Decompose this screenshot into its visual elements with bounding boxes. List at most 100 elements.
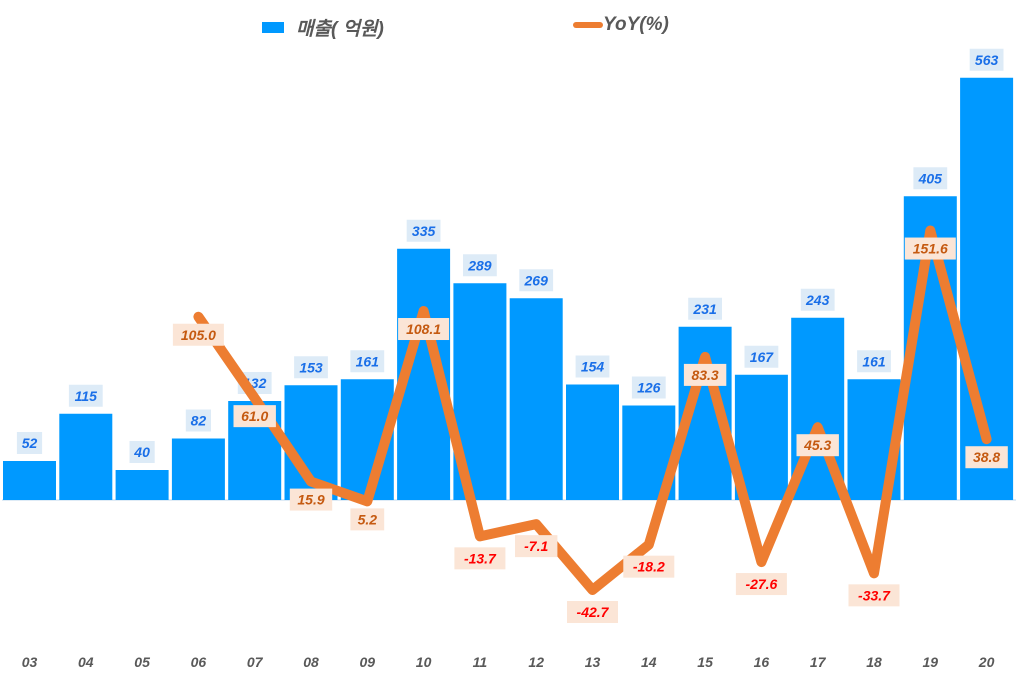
yoy-label-15: 83.3 [683,363,727,386]
yoy-line [193,225,992,595]
bar-series [3,77,1014,500]
x-tick-16: 16 [754,654,770,670]
legend-line-swatch [573,22,603,28]
line-data-labels: 105.0 61.0 15.9 5.2 108.1 -13.7 -7.1 -42.7 -18.2… [172,237,1008,623]
x-tick-10: 10 [416,654,432,670]
yoy-label-12: -7.1 [515,535,558,558]
svg-text:38.8: 38.8 [973,449,1000,465]
svg-text:-42.7: -42.7 [577,604,610,620]
svg-text:61.0: 61.0 [241,408,268,424]
svg-text:-27.6: -27.6 [745,576,777,592]
bar-label-05: 40 [129,441,155,463]
legend-item-revenue: 매출( 억원) [262,14,384,41]
yoy-label-08: 15.9 [289,488,333,511]
bar-label-18: 161 [857,350,891,373]
svg-text:167: 167 [750,349,775,365]
x-tick-03: 03 [22,654,38,670]
bar-label-09: 161 [350,350,385,373]
bar-13 [566,384,619,500]
yoy-label-07: 61.0 [233,405,276,428]
svg-text:335: 335 [412,223,436,239]
svg-text:563: 563 [975,52,999,68]
x-tick-14: 14 [641,654,657,670]
bar-label-08: 153 [294,356,328,379]
svg-text:-7.1: -7.1 [524,538,548,554]
bar-label-03: 52 [16,432,43,454]
svg-text:105.0: 105.0 [181,327,216,343]
yoy-label-06: 105.0 [172,323,224,346]
x-tick-04: 04 [78,654,94,670]
svg-text:151.6: 151.6 [913,241,948,257]
bar-label-19: 405 [913,167,948,190]
svg-text:405: 405 [918,170,943,186]
svg-text:153: 153 [299,359,323,375]
yoy-label-20: 38.8 [965,446,1008,469]
legend-revenue-label: 매출( 억원) [296,19,384,40]
yoy-label-11: -13.7 [454,547,506,570]
legend-yoy-label: YoY(%) [603,14,669,35]
bar-06 [171,438,225,500]
bar-label-13: 154 [575,355,610,378]
x-tick-07: 07 [247,654,264,670]
svg-text:-18.2: -18.2 [633,559,665,575]
line-series [193,225,992,595]
svg-text:15.9: 15.9 [297,492,324,508]
bar-label-14: 126 [631,376,666,399]
svg-text:5.2: 5.2 [358,511,378,527]
bar-label-17: 243 [800,288,835,311]
x-tick-19: 19 [923,654,939,670]
svg-text:83.3: 83.3 [691,367,718,383]
svg-text:40: 40 [133,444,150,460]
chart-legend: 매출( 억원) YoY(%) [0,14,1024,44]
yoy-label-19: 151.6 [904,237,956,260]
svg-text:108.1: 108.1 [406,321,441,337]
x-tick-17: 17 [810,654,827,670]
x-tick-09: 09 [360,654,376,670]
yoy-label-16: -27.6 [735,573,787,596]
svg-text:-33.7: -33.7 [858,587,891,603]
x-tick-06: 06 [191,654,207,670]
svg-text:82: 82 [191,413,207,429]
yoy-label-18: -33.7 [848,584,900,607]
bar-03 [3,461,56,500]
x-tick-18: 18 [866,654,882,670]
bar-label-10: 335 [406,219,441,242]
bar-label-06: 82 [185,409,211,432]
yoy-label-10: 108.1 [398,318,450,341]
yoy-label-14: -18.2 [623,555,675,578]
svg-text:52: 52 [22,435,38,451]
legend-item-yoy: YoY(%) [573,14,669,36]
bar-04 [59,413,113,500]
bar-label-16: 167 [744,345,779,368]
svg-text:243: 243 [805,292,830,308]
bar-12 [509,298,563,500]
yoy-label-13: -42.7 [567,600,618,623]
x-axis-labels: 03 04 05 06 07 08 09 10 11 12 13 14 15 16 17 18 19 20 [22,654,995,670]
svg-text:126: 126 [637,380,661,396]
svg-text:154: 154 [581,359,605,375]
x-tick-13: 13 [585,654,601,670]
svg-text:269: 269 [524,272,549,288]
x-tick-05: 05 [134,654,150,670]
bar-label-11: 289 [463,254,497,277]
x-tick-11: 11 [473,654,488,670]
svg-text:-13.7: -13.7 [464,550,497,566]
svg-text:161: 161 [862,353,886,369]
x-tick-12: 12 [528,654,544,670]
svg-text:289: 289 [467,257,492,273]
legend-bar-swatch [262,22,284,33]
bar-05 [115,470,169,500]
bar-label-04: 115 [68,384,103,407]
yoy-label-09: 5.2 [350,508,385,531]
svg-text:45.3: 45.3 [803,437,831,453]
x-tick-15: 15 [697,654,713,670]
x-tick-20: 20 [978,654,995,670]
svg-text:115: 115 [75,388,98,404]
bar-label-20: 563 [969,48,1004,71]
bar-label-12: 269 [519,269,554,292]
yoy-label-17: 45.3 [796,434,839,457]
svg-text:161: 161 [356,353,380,369]
bar-label-15: 231 [688,297,722,320]
